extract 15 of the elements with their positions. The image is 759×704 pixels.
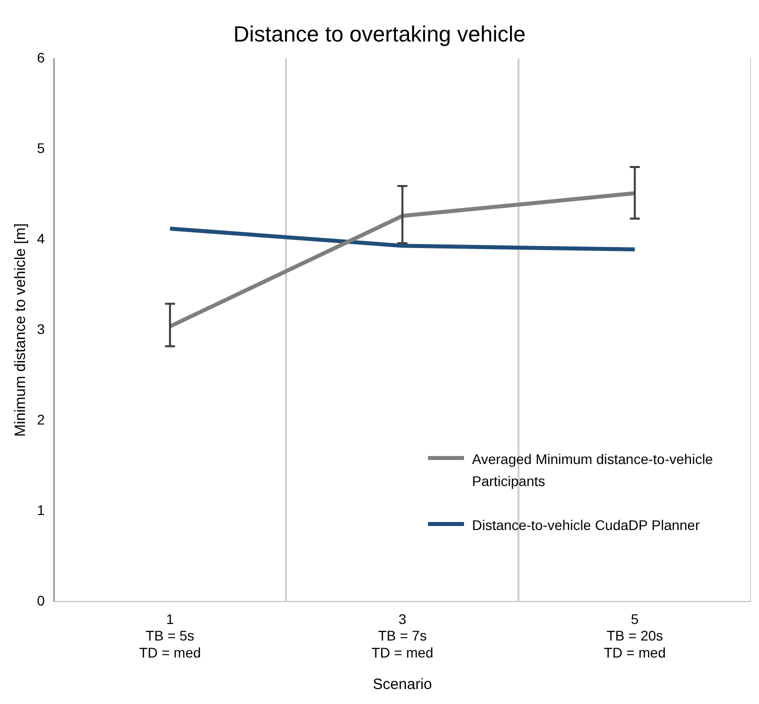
x-tick-label: 5 TB = 20s TD = med: [604, 610, 666, 660]
legend-label: Averaged Minimum distance-to-vehicle Participants: [472, 450, 714, 491]
x-axis-title: Scenario: [372, 676, 432, 694]
y-tick-label: 0: [36, 592, 45, 608]
y-tick-label: 5: [36, 140, 45, 156]
x-tick-label: 1 TB = 5s TD = med: [139, 610, 201, 660]
y-tick-label: 6: [36, 49, 45, 66]
y-tick-label: 1: [36, 502, 45, 518]
y-tick-label: 2: [36, 411, 45, 428]
x-tick-label: 3 TB = 7s TD = med: [371, 610, 434, 660]
chart-title: Distance to overtaking vehicle: [233, 21, 526, 46]
y-tick-label: 3: [36, 320, 45, 337]
legend-label: Distance-to-vehicle CudaDP Planner: [472, 516, 700, 535]
y-axis-title: Minimum distance to vehicle [m]: [12, 223, 30, 437]
y-tick-label: 4: [36, 230, 45, 246]
